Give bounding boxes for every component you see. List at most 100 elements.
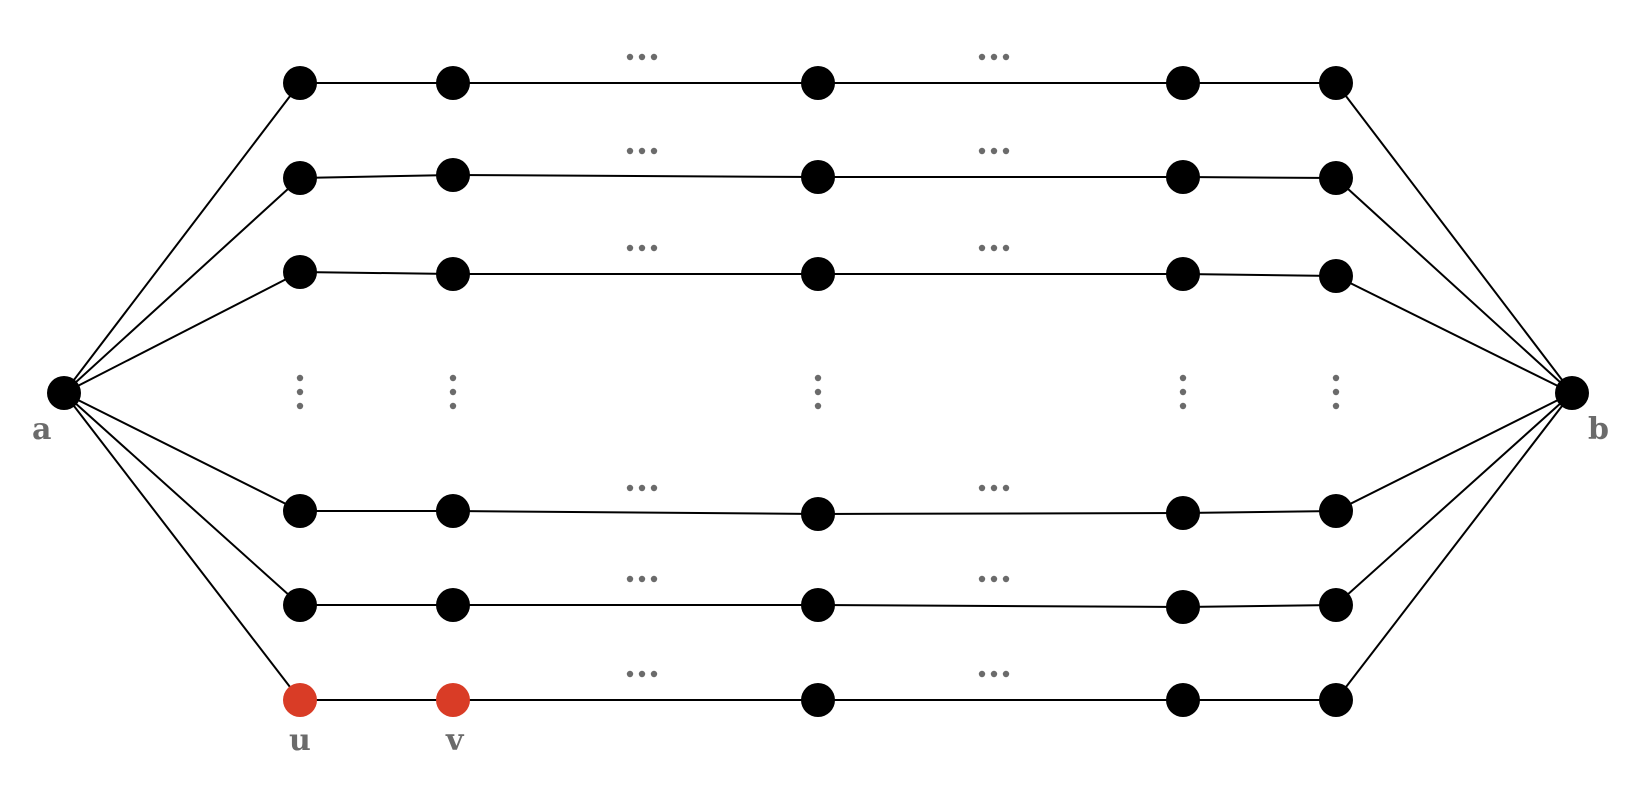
ellipsis-dot (449, 402, 457, 410)
edge-path3-b (1335, 275, 1573, 394)
node-path5-2 (436, 588, 470, 622)
ellipsis-dot (626, 53, 634, 61)
edge-a-path4 (63, 392, 301, 512)
edge-path5-4 (1182, 604, 1337, 608)
edge-path3-1 (299, 271, 454, 275)
node-path3-2 (436, 257, 470, 291)
ellipsis-dot (1179, 374, 1187, 382)
ellipsis-dot (638, 670, 646, 678)
node-path4-2 (436, 494, 470, 528)
edge-path2-1 (299, 174, 454, 179)
ellipsis-dot (650, 484, 658, 492)
node-v-label: v (445, 723, 465, 758)
ellipsis-dot (626, 147, 634, 155)
node-path3-4 (1166, 257, 1200, 291)
ellipsis-dot (638, 244, 646, 252)
ellipsis-dot (296, 388, 304, 396)
node-path3-1 (283, 255, 317, 289)
node-path6-3 (801, 683, 835, 717)
ellipses (296, 53, 1340, 678)
ellipsis-dot (978, 575, 986, 583)
ellipsis-horizontal-path5-1 (626, 575, 658, 583)
ellipsis-horizontal-path5-2 (978, 575, 1010, 583)
edge-path2-2 (452, 174, 819, 178)
source-label: a (32, 412, 51, 447)
edge-a-path6 (63, 392, 301, 701)
ellipsis-dot (990, 244, 998, 252)
ellipsis-dot (626, 244, 634, 252)
edge-path6-b (1335, 392, 1573, 701)
ellipsis-dot (1002, 147, 1010, 155)
node-path4-1 (283, 494, 317, 528)
ellipsis-dot (650, 147, 658, 155)
labels: a b u v (32, 412, 1609, 758)
ellipsis-dot (1002, 670, 1010, 678)
edge-path5-b (1335, 392, 1573, 606)
edges (63, 82, 1573, 701)
ellipsis-horizontal-path4-2 (978, 484, 1010, 492)
node-path5-1 (283, 588, 317, 622)
ellipsis-dot (978, 244, 986, 252)
edge-a-path5 (63, 392, 301, 606)
ellipsis-dot (978, 147, 986, 155)
edge-path4-4 (1182, 510, 1337, 514)
node-path6-2-highlighted (436, 683, 470, 717)
ellipsis-vertical-4 (1179, 374, 1187, 410)
ellipsis-dot (990, 670, 998, 678)
ellipsis-dot (1002, 244, 1010, 252)
ellipsis-dot (814, 402, 822, 410)
ellipsis-dot (650, 575, 658, 583)
ellipsis-dot (449, 374, 457, 382)
node-path1-3 (801, 66, 835, 100)
ellipsis-dot (1002, 53, 1010, 61)
node-a (47, 376, 81, 410)
ellipsis-dot (814, 388, 822, 396)
ellipsis-horizontal-path6-1 (626, 670, 658, 678)
node-path1-1 (283, 66, 317, 100)
node-path1-4 (1166, 66, 1200, 100)
ellipsis-vertical-5 (1332, 374, 1340, 410)
node-path4-4 (1166, 496, 1200, 530)
nodes (47, 66, 1589, 717)
ellipsis-dot (638, 575, 646, 583)
node-path5-4 (1166, 590, 1200, 624)
node-path2-4 (1166, 160, 1200, 194)
ellipsis-dot (626, 670, 634, 678)
node-path3-3 (801, 257, 835, 291)
edge-path2-b (1335, 177, 1573, 394)
node-path2-3 (801, 160, 835, 194)
edge-path4-3 (817, 512, 1184, 515)
node-path2-1 (283, 161, 317, 195)
ellipsis-dot (1332, 402, 1340, 410)
node-path4-5 (1319, 494, 1353, 528)
node-path6-5 (1319, 683, 1353, 717)
edge-a-path3 (63, 271, 301, 394)
node-b (1555, 376, 1589, 410)
ellipsis-horizontal-path2-1 (626, 147, 658, 155)
ellipsis-dot (626, 575, 634, 583)
edge-path1-b (1335, 82, 1573, 394)
edge-a-path1 (63, 82, 301, 394)
ellipsis-dot (650, 244, 658, 252)
ellipsis-dot (814, 374, 822, 382)
ellipsis-dot (650, 53, 658, 61)
node-path2-5 (1319, 161, 1353, 195)
ellipsis-dot (990, 575, 998, 583)
edge-path3-4 (1182, 273, 1337, 277)
ellipsis-horizontal-path3-2 (978, 244, 1010, 252)
node-path2-2 (436, 158, 470, 192)
node-path6-1-highlighted (283, 683, 317, 717)
ellipsis-dot (1002, 484, 1010, 492)
ellipsis-dot (296, 402, 304, 410)
ellipsis-dot (650, 670, 658, 678)
ellipsis-vertical-1 (296, 374, 304, 410)
node-path5-5 (1319, 588, 1353, 622)
node-path1-2 (436, 66, 470, 100)
ellipsis-horizontal-path4-1 (626, 484, 658, 492)
node-path6-4 (1166, 683, 1200, 717)
ellipsis-horizontal-path3-1 (626, 244, 658, 252)
ellipsis-dot (1002, 575, 1010, 583)
ellipsis-dot (990, 53, 998, 61)
ellipsis-horizontal-path2-2 (978, 147, 1010, 155)
